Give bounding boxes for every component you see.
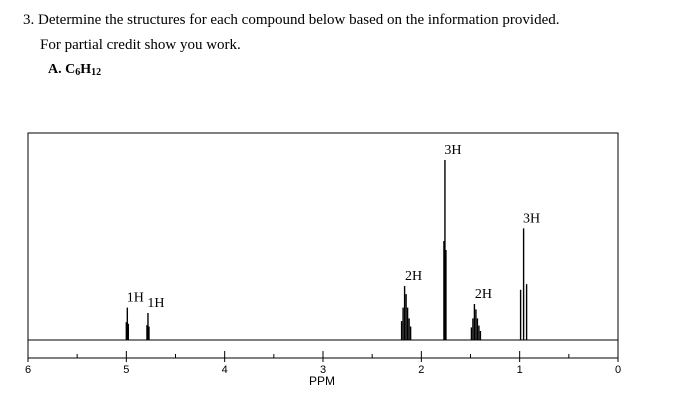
peaks	[125, 160, 528, 340]
peak-triplet	[519, 228, 528, 340]
peak-singlet	[443, 160, 447, 340]
molecular-formula: C6H12	[65, 62, 102, 78]
tick-label: 5	[123, 364, 129, 376]
peak-integration-label: 1H	[147, 296, 164, 311]
peak-integration-label: 3H	[523, 211, 540, 226]
peak-integration-label: 2H	[405, 269, 422, 284]
peak-integration-label: 2H	[475, 287, 492, 302]
part-letter: A.	[48, 62, 62, 77]
peak-integration-label: 1H	[127, 291, 144, 306]
peak-multiplet	[400, 286, 412, 340]
tick-label: 1	[517, 364, 523, 376]
part-label: A. C6H12	[48, 62, 101, 78]
peak-singlet	[125, 307, 130, 340]
x-axis-title: PPM	[309, 374, 335, 388]
tick-label: 0	[615, 364, 621, 376]
tick-label: 4	[222, 364, 228, 376]
peak-multiplet	[470, 304, 482, 340]
tick-label: 2	[418, 364, 424, 376]
tick-label: 3	[320, 364, 326, 376]
peak-integration-label: 3H	[444, 143, 461, 158]
spectrum-frame	[27, 132, 619, 359]
question-title: 3. Determine the structures for each com…	[23, 12, 560, 28]
peak-labels: 1H 1H 2H 3H 2H 3H	[127, 143, 540, 311]
peak-singlet	[146, 313, 150, 340]
question-subtitle: For partial credit show you work.	[40, 37, 241, 53]
tick-label: 6	[25, 364, 31, 376]
axis-ticks: 6 5 4 3 2 1 0	[25, 351, 621, 376]
